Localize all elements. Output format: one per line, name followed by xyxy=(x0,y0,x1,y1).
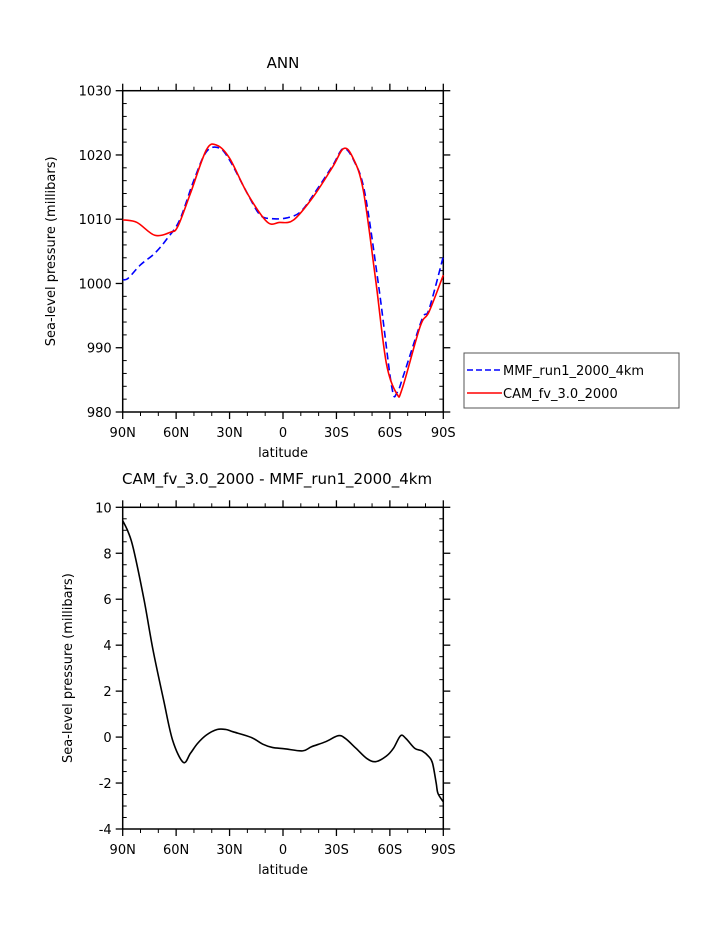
x-tick-label: 30S xyxy=(324,426,349,441)
plot-frame xyxy=(121,506,445,830)
y-tick-label: 2 xyxy=(103,685,111,700)
series-line-1 xyxy=(122,146,445,398)
y-tick-label: 6 xyxy=(103,593,111,608)
series-line-1 xyxy=(121,520,444,803)
y-axis-label: Sea-level pressure (millibars) xyxy=(44,156,59,346)
y-tick-label: 1000 xyxy=(79,277,112,292)
x-axis-label: latitude xyxy=(258,446,308,461)
x-tick-label: 30N xyxy=(216,426,242,441)
legend-box xyxy=(463,352,680,409)
chart-title: CAM_fv_3.0_2000 - MMF_run1_2000_4km xyxy=(122,470,432,489)
x-tick-label: 90N xyxy=(110,426,136,441)
x-tick-label: 0 xyxy=(279,426,287,441)
x-tick-label: 90S xyxy=(431,426,456,441)
x-tick-label: 30S xyxy=(324,843,349,858)
y-tick-label: -2 xyxy=(99,777,112,792)
legend-label-1: MMF_run1_2000_4km xyxy=(503,364,644,379)
y-tick-label: 1010 xyxy=(79,213,112,228)
x-tick-label: 90N xyxy=(110,843,136,858)
legend: MMF_run1_2000_4km CAM_fv_3.0_2000 xyxy=(463,352,680,409)
y-tick-label: 4 xyxy=(103,639,111,654)
x-axis-label: latitude xyxy=(258,863,308,878)
y-tick-label: -4 xyxy=(99,823,112,838)
y-tick-label: 980 xyxy=(87,406,112,421)
x-tick-label: 60N xyxy=(163,843,189,858)
y-tick-label: 1030 xyxy=(79,85,112,100)
chart-panel-2: 90N 60N 30N 0 30S 60S 90S -4 -2 0 2 4 6 8 10 CAM_fv_3.0… xyxy=(61,470,456,878)
series-line-2 xyxy=(122,143,445,398)
y-axis-label: Sea-level pressure (millibars) xyxy=(61,573,76,763)
x-tick-label: 0 xyxy=(279,843,287,858)
y-tick-label: 10 xyxy=(95,501,112,516)
legend-label-2: CAM_fv_3.0_2000 xyxy=(503,387,618,402)
plot-frame xyxy=(121,89,445,413)
x-tick-label: 60S xyxy=(377,426,402,441)
x-tick-label: 60S xyxy=(377,843,402,858)
y-tick-label: 990 xyxy=(87,342,112,357)
y-tick-label: 8 xyxy=(103,547,111,562)
x-tick-label: 60N xyxy=(163,426,189,441)
chart-panel-1: 90N 60N 30N 0 30S 60S 90S 980 990 1000 1010 1020 103… xyxy=(44,54,680,461)
x-tick-label: 30N xyxy=(216,843,242,858)
x-tick-label: 90S xyxy=(431,843,456,858)
chart-title: ANN xyxy=(267,54,300,72)
y-tick-label: 1020 xyxy=(79,149,112,164)
y-tick-label: 0 xyxy=(103,731,111,746)
